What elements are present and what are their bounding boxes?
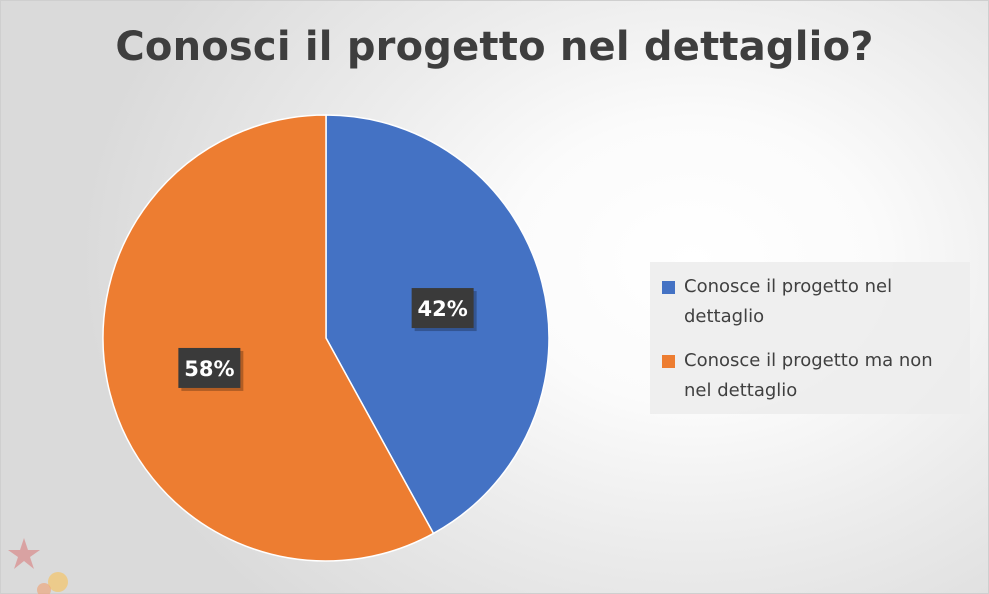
data-label-detail: 42% — [411, 288, 477, 332]
legend: Conosce il progetto nel dettaglio Conosc… — [650, 262, 970, 414]
legend-item-not-detail: Conosce il progetto ma non nel dettaglio — [662, 346, 964, 406]
pie-slice-not-detail — [102, 114, 435, 562]
legend-label-not-detail: Conosce il progetto ma non nel dettaglio — [684, 350, 933, 401]
svg-text:58%: 58% — [184, 357, 234, 381]
svg-text:42%: 42% — [418, 297, 468, 321]
chart-title: Conosci il progetto nel dettaglio? — [115, 24, 874, 70]
star-decoration — [8, 538, 68, 594]
data-label-not-detail: 58% — [178, 347, 244, 391]
legend-label-detail: Conosce il progetto nel dettaglio — [684, 276, 893, 327]
legend-item-detail: Conosce il progetto nel dettaglio — [662, 272, 964, 332]
legend-swatch-detail — [662, 281, 675, 294]
legend-swatch-not-detail — [662, 355, 675, 368]
